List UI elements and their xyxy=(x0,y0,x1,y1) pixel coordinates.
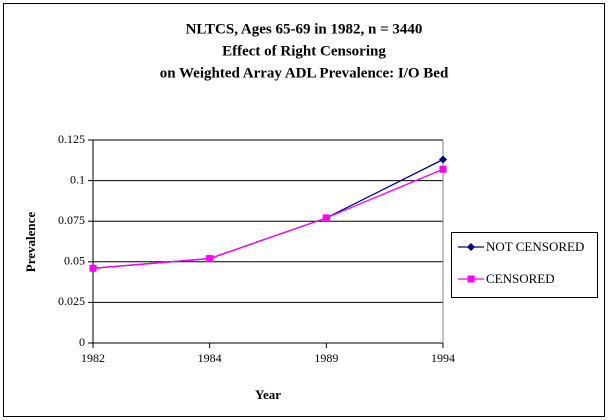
y-tick-label: 0.025 xyxy=(58,294,85,308)
chart-title: on Weighted Array ADL Prevalence: I/O Be… xyxy=(160,65,449,81)
marker xyxy=(322,214,330,222)
marker xyxy=(467,243,475,251)
y-axis-title: Prevalence xyxy=(23,212,38,273)
chart-frame xyxy=(3,3,605,417)
marker xyxy=(467,275,475,283)
x-tick-label: 1994 xyxy=(431,351,455,365)
y-tick-label: 0.125 xyxy=(58,132,85,146)
legend-label: NOT CENSORED xyxy=(486,239,585,254)
x-tick-label: 1982 xyxy=(81,351,105,365)
chart-title: Effect of Right Censoring xyxy=(222,43,386,59)
y-tick-label: 0.05 xyxy=(64,254,85,268)
y-tick-label: 0.075 xyxy=(58,213,85,227)
y-tick-label: 0 xyxy=(79,335,85,349)
marker xyxy=(439,155,447,164)
y-tick-label: 0.1 xyxy=(70,172,85,186)
marker xyxy=(206,255,214,263)
x-tick-label: 1989 xyxy=(314,351,338,365)
marker xyxy=(439,165,447,173)
legend-label: CENSORED xyxy=(486,271,555,286)
legend-box xyxy=(451,232,598,298)
chart-title: NLTCS, Ages 65-69 in 1982, n = 3440 xyxy=(186,21,423,37)
x-tick-label: 1984 xyxy=(198,351,222,365)
x-axis-title: Year xyxy=(255,387,281,402)
series-line xyxy=(92,168,444,269)
marker xyxy=(89,264,97,272)
